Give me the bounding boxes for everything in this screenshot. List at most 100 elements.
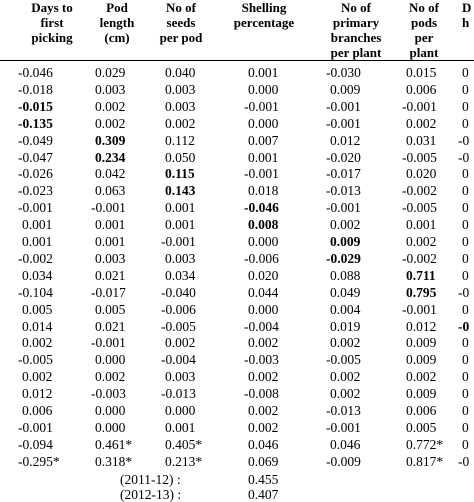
table-cell: 0.795 — [406, 284, 437, 300]
table-cell: 0.019 — [330, 318, 361, 334]
table-cell: 0.018 — [248, 183, 279, 199]
table-cell: -0.004 — [161, 352, 196, 368]
table-cell: -0.001 — [161, 234, 196, 249]
table-cell: -0.004 — [244, 318, 279, 334]
table-cell: 0.002 — [22, 335, 53, 351]
table-cell: -0.017 — [326, 166, 361, 182]
table-cell: -0.030 — [326, 65, 361, 80]
table-cell: -0.026 — [18, 166, 53, 182]
table-cell: 0.115 — [165, 166, 195, 182]
table-cell: -0 — [458, 149, 470, 165]
table-cell: -0.018 — [18, 81, 53, 97]
table-cell: 0.000 — [95, 419, 126, 435]
table-cell: -0.013 — [326, 183, 361, 199]
table-cell: -0 — [458, 318, 470, 334]
table-cell: 0.318* — [95, 453, 133, 469]
table-cell: 0.143 — [165, 183, 196, 199]
table-cell: -0.005 — [402, 200, 437, 216]
table-cell: -0.003 — [244, 352, 279, 368]
table-cell: 0.003 — [165, 98, 196, 114]
table-cell: -0.001 — [244, 166, 279, 182]
table-cell: 0.069 — [248, 453, 279, 469]
table-cell: -0.009 — [326, 453, 361, 469]
table-cell: 0.029 — [95, 65, 126, 80]
table-cell: -0.295* — [18, 453, 60, 469]
table-cell: 0.234 — [95, 149, 126, 165]
table-cell: 0 — [462, 166, 469, 182]
table-cell: 0.000 — [248, 81, 279, 97]
table-cell: 0.088 — [330, 267, 361, 283]
table-cell: -0.005 — [402, 149, 437, 165]
header-rule — [0, 60, 474, 61]
table-cell: 0.002 — [330, 217, 361, 233]
table-cell: 0.040 — [165, 65, 196, 80]
table-cell: -0 — [458, 453, 470, 469]
table-cell: 0.002 — [248, 403, 279, 418]
table-cell: 0.001 — [95, 234, 126, 249]
table-cell: -0.003 — [91, 386, 126, 402]
table-cell: 0.001 — [248, 149, 279, 165]
table-cell: 0.817* — [406, 453, 444, 469]
table-cell: 0.034 — [165, 267, 196, 283]
header-pod-length: Pod length (cm) — [99, 0, 135, 45]
table-cell: 0.020 — [406, 166, 437, 182]
table-cell: -0.046 — [244, 200, 279, 216]
table-cell: -0.001 — [91, 335, 126, 351]
table-cell: 0 — [462, 403, 469, 418]
table-cell: 0.002 — [330, 369, 361, 385]
table-cell: 0 — [462, 98, 469, 114]
table-cell: 0.009 — [406, 352, 437, 368]
table-cell: 0.002 — [406, 369, 437, 385]
table-cell: -0.001 — [326, 98, 361, 114]
table-cell: -0.015 — [18, 98, 53, 114]
header-primary-branches: No of primary branches per plant — [330, 0, 382, 60]
table-cell: 0.000 — [248, 115, 279, 131]
table-cell: 0 — [462, 436, 469, 452]
table-cell: 0.002 — [22, 369, 53, 385]
table-cell: -0.020 — [326, 149, 361, 165]
table-cell: 0.002 — [406, 234, 437, 249]
table-cell: 0.021 — [95, 318, 126, 334]
table-cell: 0.005 — [22, 301, 53, 317]
table-cell: 0 — [462, 81, 469, 97]
table-cell: -0.005 — [161, 318, 196, 334]
table-cell: 0.020 — [248, 267, 279, 283]
table-cell: 0.008 — [248, 217, 279, 233]
table-cell: 0.009 — [406, 335, 437, 351]
table-cell: 0.034 — [22, 267, 53, 283]
table-cell: 0.006 — [22, 403, 53, 418]
header-days-to-first-picking: Days to first picking — [31, 0, 73, 45]
table-cell: 0 — [462, 352, 469, 368]
table-cell: 0.007 — [248, 132, 279, 148]
table-cell: 0.000 — [95, 403, 126, 418]
table-cell: 0.002 — [95, 369, 126, 385]
table-cell: -0.094 — [18, 436, 53, 452]
table-cell: -0.001 — [18, 419, 53, 435]
table-cell: 0.005 — [406, 419, 437, 435]
table-cell: 0.046 — [330, 436, 361, 452]
table-cell: -0.023 — [18, 183, 53, 199]
table-cell: 0.009 — [330, 234, 361, 249]
table-cell: 0.003 — [95, 250, 126, 266]
table-cell: 0.006 — [406, 403, 437, 418]
table-cell: 0.006 — [406, 81, 437, 97]
table-cell: 0.213* — [165, 453, 203, 469]
table-cell: 0.002 — [248, 419, 279, 435]
table-cell: 0.031 — [406, 132, 437, 148]
table-cell: -0.001 — [244, 98, 279, 114]
table-cell: -0 — [458, 284, 470, 300]
table-cell: 0.012 — [406, 318, 437, 334]
table-cell: 0.001 — [248, 65, 279, 80]
table-cell: 0.012 — [330, 132, 361, 148]
table-cell: 0.002 — [95, 115, 126, 131]
table-cell: 0 — [462, 369, 469, 385]
table-cell: -0.040 — [161, 284, 196, 300]
footer-value: 0.407 — [248, 486, 279, 502]
table-cell: 0 — [462, 234, 469, 249]
footer-label: (2012-13) : — [120, 486, 182, 502]
table-cell: 0 — [462, 301, 469, 317]
table-cell: -0.001 — [402, 98, 437, 114]
table-cell: -0.002 — [402, 183, 437, 199]
table-cell: 0.000 — [248, 234, 279, 249]
